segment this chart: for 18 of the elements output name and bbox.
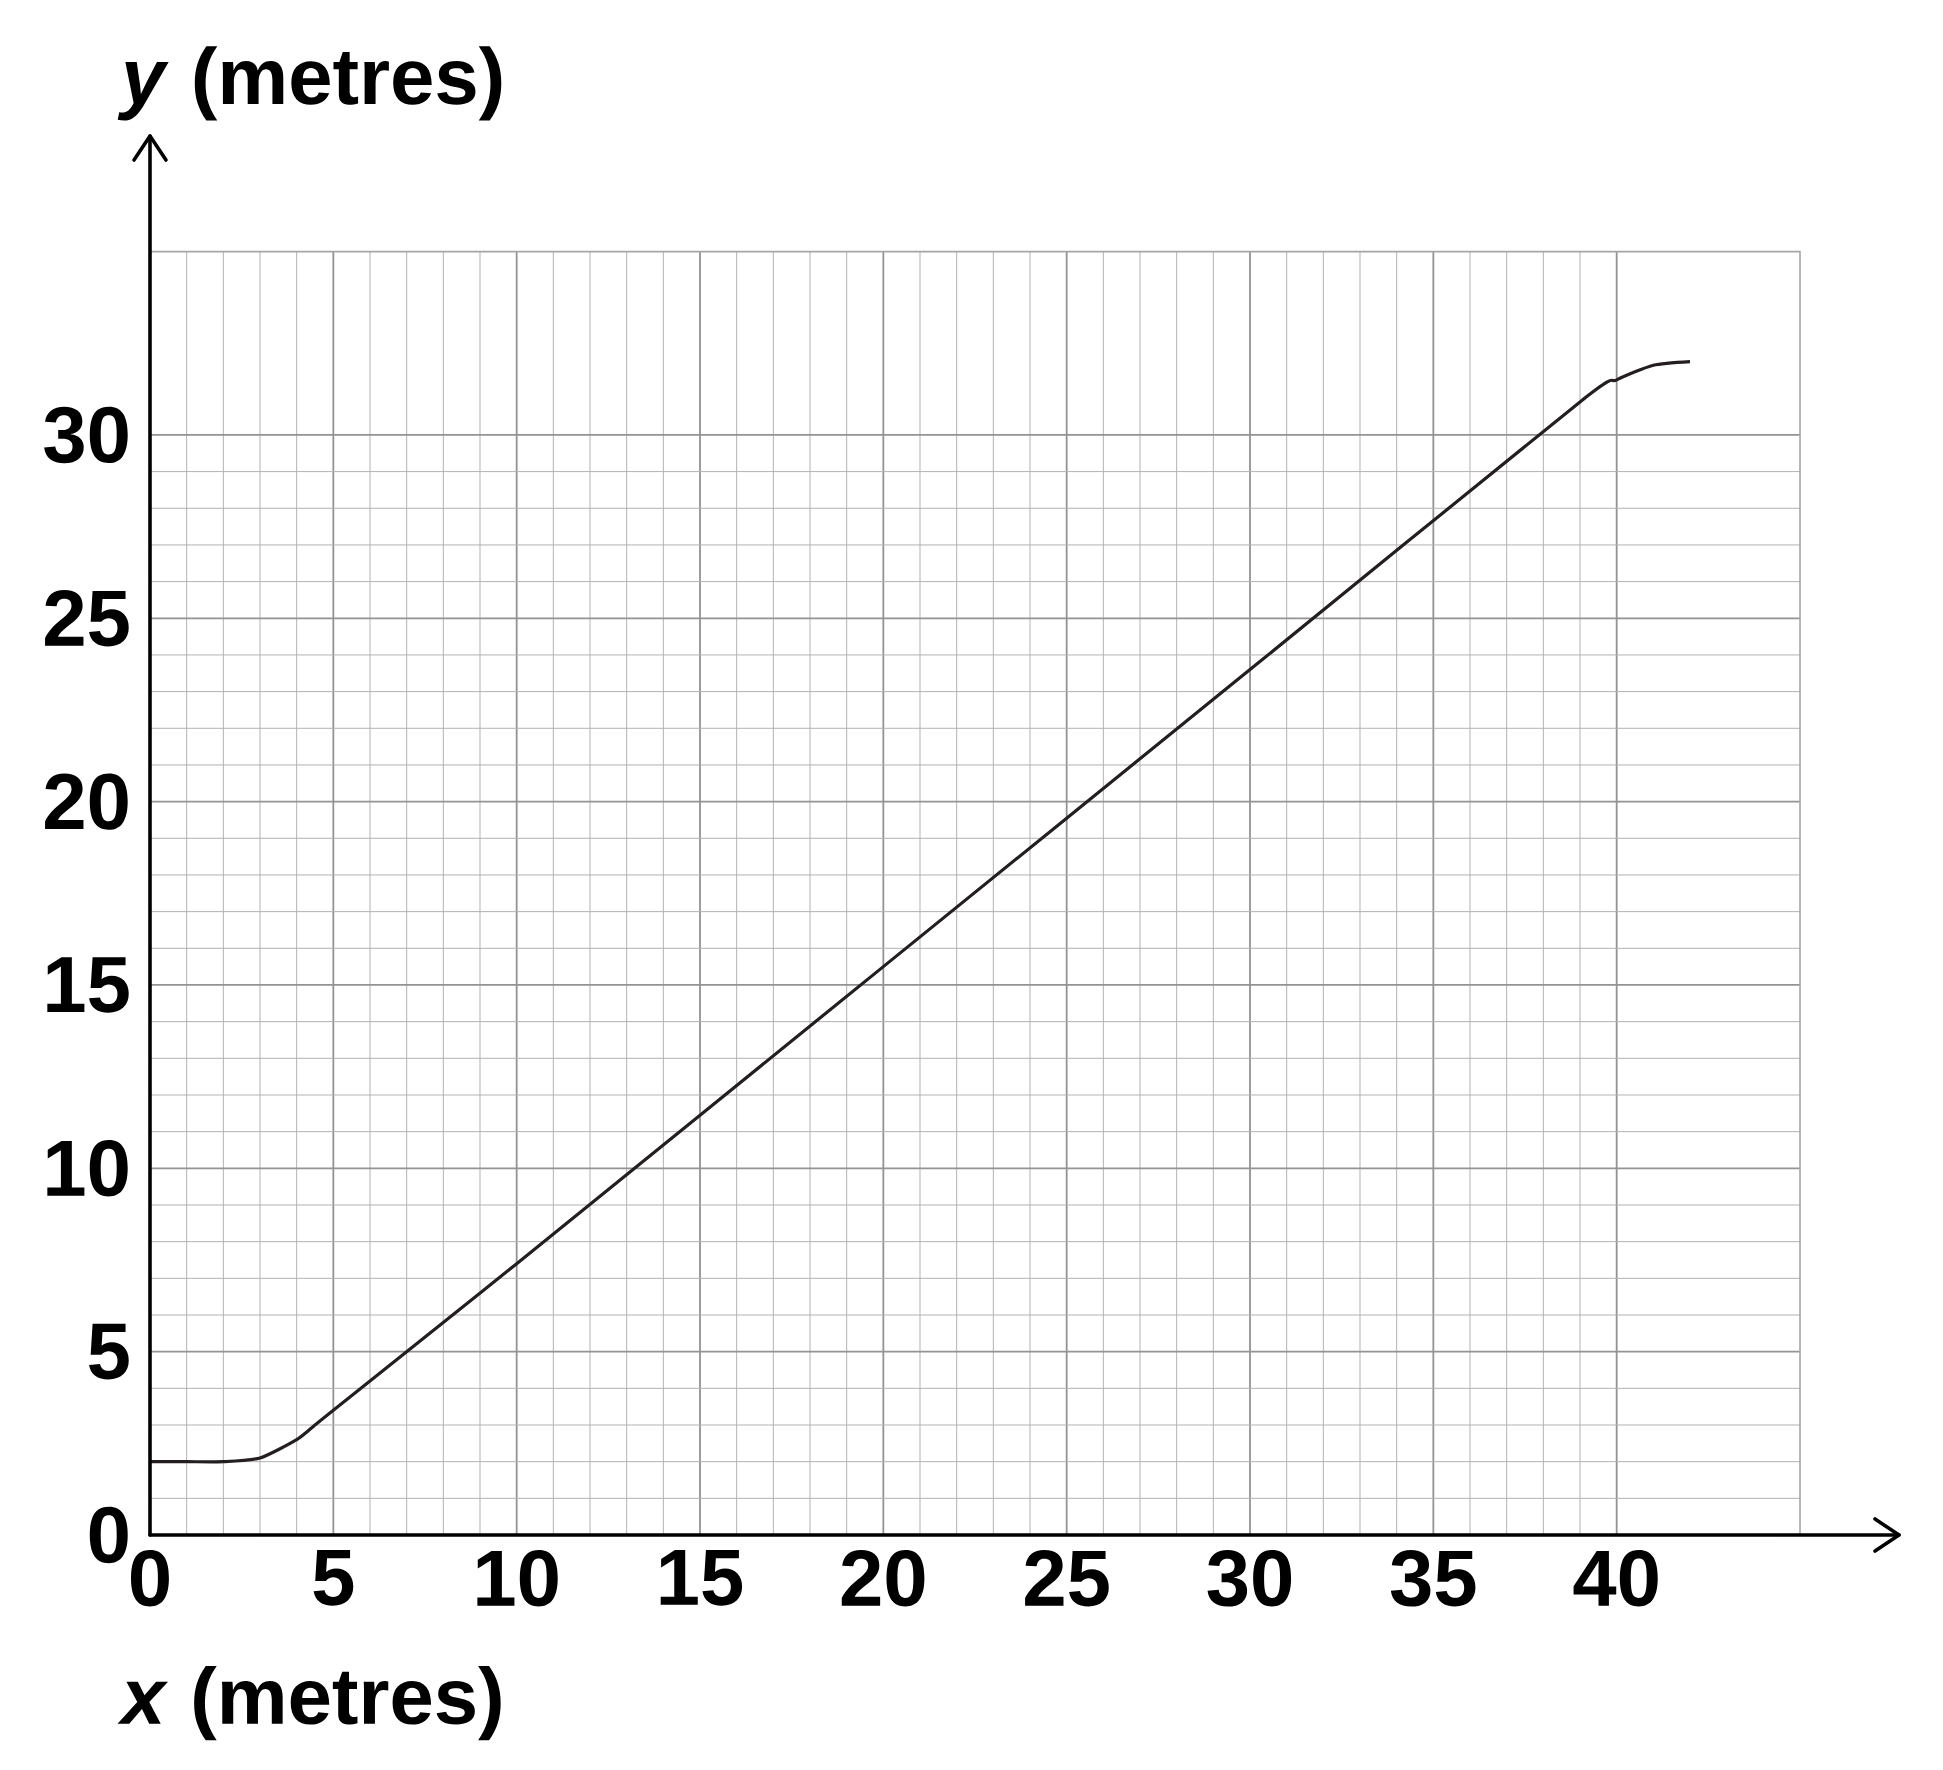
y-tick-label: 5 xyxy=(89,1323,129,1380)
y-axis-title: y (metres) xyxy=(117,46,502,121)
y-tick-label: 10 xyxy=(47,1140,128,1197)
y-tick-label: 20 xyxy=(45,773,128,830)
x-tick-label: 15 xyxy=(660,1550,743,1606)
x-axis-title: x (metres) xyxy=(117,1666,501,1741)
x-tick-label: 40 xyxy=(1573,1550,1658,1607)
x-tick-label: 0 xyxy=(130,1550,169,1607)
x-tick-label: 25 xyxy=(1025,1550,1109,1607)
y-tick-label: 0 xyxy=(89,1506,128,1564)
y-tick-label: 30 xyxy=(44,406,128,464)
x-tick-label: 30 xyxy=(1207,1550,1292,1607)
x-tick-label: 35 xyxy=(1390,1550,1476,1607)
y-tick-label: 25 xyxy=(45,590,129,647)
x-tick-label: 10 xyxy=(477,1550,558,1607)
x-tick-label: 20 xyxy=(841,1550,925,1607)
y-tick-label: 15 xyxy=(47,957,129,1013)
x-tick-label: 5 xyxy=(313,1550,354,1606)
